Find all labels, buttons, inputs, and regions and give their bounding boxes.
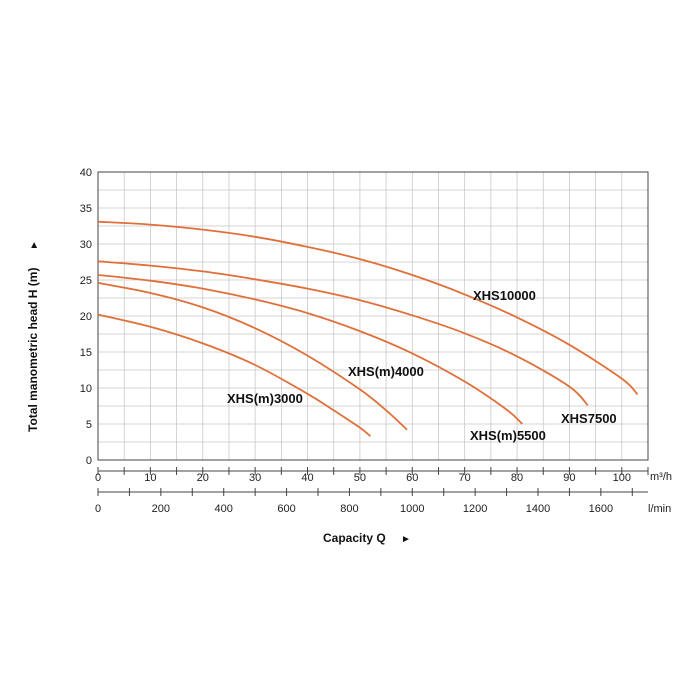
secondary-x-tick-label: 1400: [526, 503, 550, 515]
x-tick-label: 0: [95, 472, 101, 484]
x-tick-label: 90: [563, 472, 575, 484]
secondary-x-tick-label: 200: [152, 503, 170, 515]
series-line-xhs7500: [97, 260, 589, 406]
y-tick-label: 35: [80, 203, 92, 215]
y-tick-label: 20: [80, 311, 92, 323]
x-tick-label: 60: [406, 472, 418, 484]
series-lines: [97, 220, 639, 437]
series-label-xhs-m-4000: XHS(m)4000: [348, 364, 424, 379]
x-tick-label: 40: [301, 472, 313, 484]
secondary-x-tick-label: 0: [95, 503, 101, 515]
y-tick-label: 40: [80, 167, 92, 179]
x-axis-title-text: Capacity Q: [323, 531, 386, 545]
y-tick-label: 10: [80, 383, 92, 395]
y-axis-title: Total manometric head H (m) ►: [26, 240, 40, 432]
series-label-xhs10000: XHS10000: [473, 288, 536, 303]
x-tick-label: 20: [197, 472, 209, 484]
x-tick-label: 70: [459, 472, 471, 484]
x-tick-label: 50: [354, 472, 366, 484]
x-tick-labels: 0 10 20 30 40 50 60 70 80 90 100: [95, 472, 631, 484]
secondary-x-tick-label: 600: [277, 503, 295, 515]
y-tick-label: 30: [80, 239, 92, 251]
series-line-xhs10000: [97, 220, 639, 396]
y-axis-arrow-icon: ►: [29, 240, 40, 250]
series-labels: XHS(m)3000 XHS(m)4000 XHS(m)5500 XHS7500…: [227, 288, 617, 443]
x-unit-secondary: l/min: [648, 503, 671, 515]
y-tick-label: 5: [86, 419, 92, 431]
y-tick-label: 25: [80, 275, 92, 287]
secondary-x-tick-label: 1200: [463, 503, 487, 515]
series-line-xhs-m-4000: [97, 282, 408, 431]
secondary-x-tick-label: 400: [215, 503, 233, 515]
series-line-xhs-m-3000: [97, 313, 371, 437]
series-label-xhs-m-5500: XHS(m)5500: [470, 428, 546, 443]
x-axis-arrow-icon: ►: [401, 534, 411, 545]
y-tick-label: 15: [80, 347, 92, 359]
x-axis-title: Capacity Q ►: [323, 531, 411, 545]
x-tick-label: 10: [144, 472, 156, 484]
plot-frame: [97, 171, 649, 461]
y-tick-labels: 0 5 10 15 20 25 30 35 40: [80, 167, 92, 467]
x-tick-label: 30: [249, 472, 261, 484]
y-tick-label: 0: [86, 455, 92, 467]
axes: [97, 171, 649, 496]
series-label-xhs-m-3000: XHS(m)3000: [227, 391, 303, 406]
secondary-x-tick-labels: 0 200 400 600 800 1000 1200 1400 1600: [95, 503, 613, 515]
secondary-x-tick-label: 1600: [589, 503, 613, 515]
secondary-x-tick-label: 1000: [400, 503, 424, 515]
x-tick-label: 100: [613, 472, 631, 484]
x-unit-primary: m³/h: [650, 471, 672, 483]
series-label-xhs7500: XHS7500: [561, 411, 617, 426]
x-tick-label: 80: [511, 472, 523, 484]
y-axis-title-text: Total manometric head H (m): [26, 268, 40, 432]
secondary-x-tick-label: 800: [340, 503, 358, 515]
series-line-xhs-m-5500: [97, 274, 523, 425]
